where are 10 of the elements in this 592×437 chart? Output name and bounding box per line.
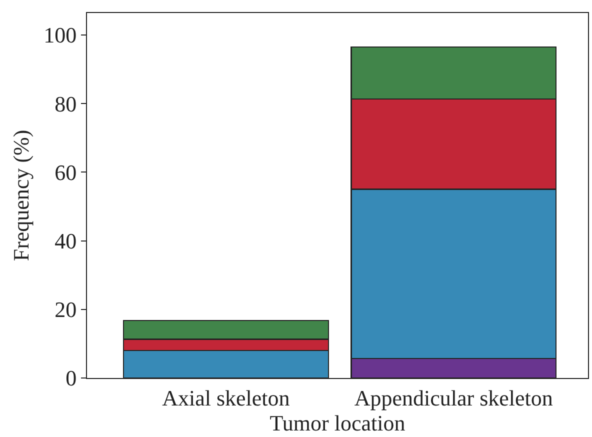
y-tick-label: 40 bbox=[54, 228, 77, 254]
y-axis-title: Frequency (%) bbox=[8, 130, 34, 262]
y-tick-label: 60 bbox=[54, 160, 77, 185]
y-tick-label: 20 bbox=[54, 297, 77, 322]
y-tick-label: 0 bbox=[66, 366, 77, 391]
y-tick-label: 100 bbox=[44, 22, 77, 48]
x-tick-label: Appendicular skeleton bbox=[354, 385, 553, 410]
x-tick-label: Axial skeleton bbox=[162, 385, 290, 410]
x-axis-title: Tumor location bbox=[270, 410, 406, 436]
y-tick-label: 80 bbox=[54, 91, 77, 116]
